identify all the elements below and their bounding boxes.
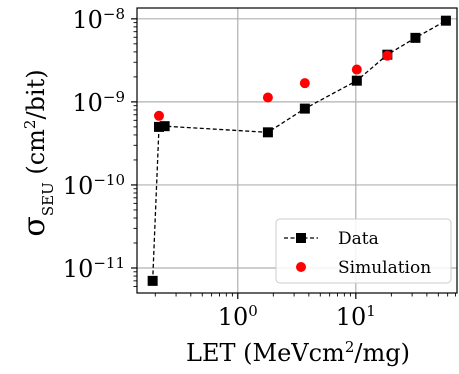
x-axis-label: LET (MeVcm2/mg) <box>186 338 410 367</box>
y-tick-label-2: 10−9 <box>72 88 125 117</box>
y-tick-label-0: 10−11 <box>63 254 125 283</box>
data-point-square-1 <box>153 121 164 132</box>
x-tick-label-0: 100 <box>218 302 258 331</box>
data-point-square-2 <box>159 121 170 132</box>
legend: Data Simulation <box>275 218 452 284</box>
simulation-point-2 <box>299 78 310 89</box>
simulation-point-4 <box>382 50 393 61</box>
legend-swatch-circle <box>296 262 306 272</box>
x-tick-label-1: 101 <box>336 302 376 331</box>
y-tick-label-3: 10−8 <box>72 5 125 34</box>
legend-label-0: Data <box>338 229 379 249</box>
data-point-square-0 <box>147 275 158 286</box>
legend-swatch-square <box>296 233 306 243</box>
series-layer <box>147 15 451 286</box>
legend-label-1: Simulation <box>338 258 431 278</box>
simulation-point-3 <box>351 64 362 75</box>
simulation-point-0 <box>153 110 164 121</box>
y-tick-label-1: 10−10 <box>63 171 125 200</box>
data-point-square-7 <box>410 32 421 43</box>
data-point-square-5 <box>351 75 362 86</box>
plot-frame <box>136 7 458 294</box>
tick-layer: 100 101 10−11 10−10 10−9 10−8 <box>63 5 457 331</box>
y-axis-label: σSEU (cm2/bit) <box>17 69 57 236</box>
data-point-square-4 <box>299 103 310 114</box>
simulation-point-1 <box>262 92 273 103</box>
data-point-square-8 <box>440 15 451 26</box>
data-point-square-3 <box>262 127 273 138</box>
legend-box <box>275 218 452 284</box>
